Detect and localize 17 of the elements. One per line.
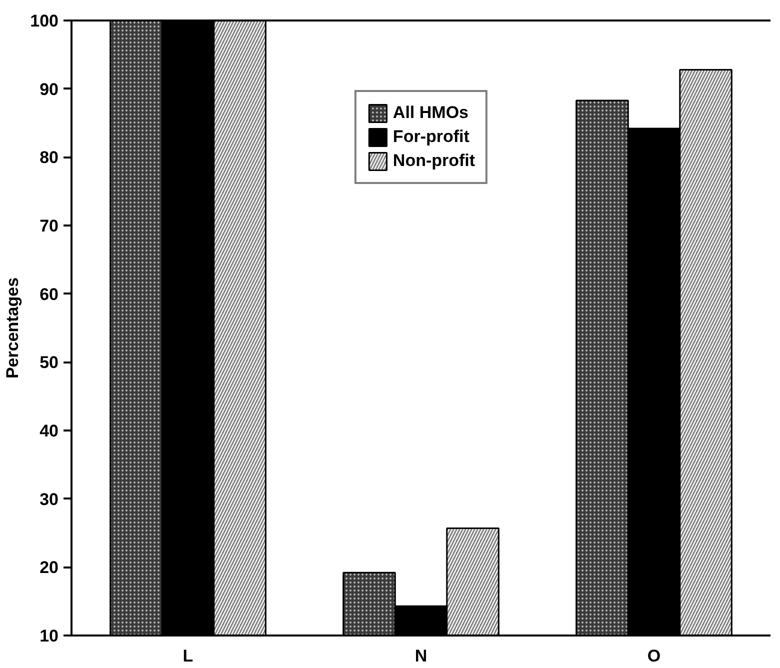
x-tick-label: N	[414, 646, 428, 666]
x-tick-label: L	[182, 646, 194, 666]
x-tick-label: O	[647, 646, 661, 666]
y-tick-label: 80	[40, 148, 59, 168]
y-tick-label: 100	[30, 12, 59, 30]
y-tick-label: 10	[40, 626, 59, 646]
y-tick-label: 30	[40, 490, 59, 509]
legend-label: All HMOs	[392, 103, 468, 123]
y-tick-label: 90	[40, 80, 59, 99]
y-tick-label: 20	[40, 558, 59, 578]
y-tick-label: 60	[40, 284, 59, 304]
y-tick-label: 40	[40, 422, 59, 440]
y-axis-title: Percentages	[3, 277, 22, 379]
legend-label: For-profit	[392, 127, 470, 147]
y-tick-label: 50	[40, 353, 59, 372]
y-tick-label: 70	[40, 216, 59, 236]
legend-label: Non-profit	[392, 151, 476, 171]
